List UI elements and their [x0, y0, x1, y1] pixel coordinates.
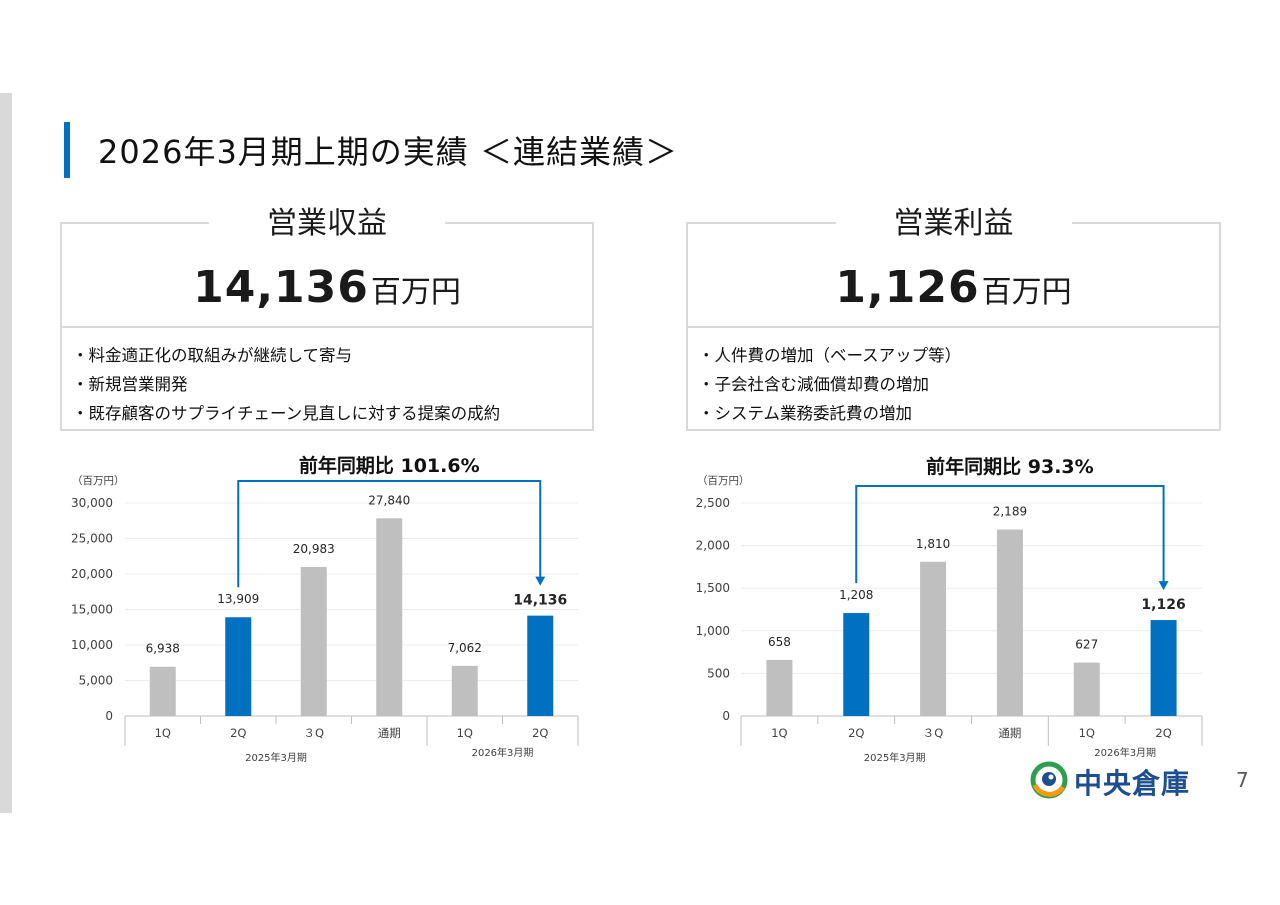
bar — [527, 615, 554, 716]
group-label: 2026年3月期 — [1094, 746, 1156, 759]
bar-value-label: 14,136 — [513, 593, 567, 609]
y-tick-label: 2,500 — [696, 496, 730, 510]
revenue-kpi-heading: 営業収益 — [62, 206, 592, 242]
bar — [149, 666, 176, 716]
category-label: 1Q — [771, 726, 787, 740]
yoy-comparison-label: 前年同期比 101.6% — [299, 454, 480, 477]
y-tick-label: 1,500 — [696, 581, 730, 595]
revenue-kpi-box: 営業収益 14,136百万円 — [60, 206, 594, 328]
category-label: 通期 — [998, 726, 1021, 740]
bar — [1150, 620, 1177, 716]
y-tick-label: 25,000 — [71, 532, 113, 546]
arrow-head-icon — [535, 576, 546, 586]
bar — [225, 617, 252, 716]
category-label: 通期 — [378, 726, 401, 740]
y-tick-label: 15,000 — [71, 603, 113, 617]
logo-text: 中央倉庫 — [1074, 767, 1191, 800]
bar-value-label: 7,062 — [448, 641, 482, 655]
group-label: 2026年3月期 — [472, 746, 534, 759]
yoy-comparison-label: 前年同期比 93.3% — [926, 455, 1094, 478]
y-tick-label: 5,000 — [79, 674, 113, 688]
bar-value-label: 6,938 — [146, 642, 180, 656]
left-edge-strip — [0, 93, 12, 813]
bar — [766, 659, 793, 716]
operating-profit-kpi-number: 1,126 — [835, 262, 980, 313]
operating-profit-note: ・子会社含む減価償却費の増加 — [698, 375, 929, 394]
revenue-note: ・新規営業開発 — [72, 375, 188, 394]
y-tick-label: 1,000 — [696, 624, 730, 638]
comparison-bracket — [237, 480, 542, 588]
title-accent-bar — [64, 122, 70, 178]
operating-profit-notes-box: ・人件費の増加（ベースアップ等） ・子会社含む減価償却費の増加 ・システム業務委… — [686, 326, 1221, 431]
bar — [996, 529, 1023, 716]
comparison-bracket — [855, 485, 1165, 584]
bar-value-label: 1,126 — [1141, 597, 1185, 613]
bar-value-label: 1,810 — [916, 537, 950, 551]
bar — [451, 665, 478, 716]
category-label: ３Q — [303, 726, 324, 740]
revenue-note: ・料金適正化の取組みが継続して寄与 — [72, 346, 353, 365]
bar-value-label: 13,909 — [217, 592, 259, 606]
operating-profit-kpi-unit: 百万円 — [981, 275, 1072, 310]
logo-mark-icon — [1030, 761, 1068, 799]
operating-profit-note: ・人件費の増加（ベースアップ等） — [698, 346, 962, 365]
revenue-kpi-unit: 百万円 — [370, 275, 461, 310]
y-tick-label: 30,000 — [71, 496, 113, 510]
arrow-head-icon — [1158, 581, 1169, 591]
operating-profit-note: ・システム業務委託費の増加 — [698, 404, 913, 423]
group-label: 2025年3月期 — [864, 751, 926, 764]
y-tick-label: 0 — [722, 709, 730, 723]
revenue-kpi-value: 14,136百万円 — [62, 262, 592, 313]
group-label: 2025年3月期 — [245, 751, 307, 764]
bar — [300, 567, 327, 716]
category-label: 2Q — [1155, 726, 1171, 740]
category-label: ３Q — [923, 726, 944, 740]
y-tick-label: 10,000 — [71, 638, 113, 652]
bar-value-label: 20,983 — [293, 542, 335, 556]
revenue-kpi-number: 14,136 — [193, 262, 369, 313]
page-number: 7 — [1236, 768, 1249, 792]
bar — [843, 613, 870, 716]
operating-profit-kpi-heading: 営業利益 — [688, 206, 1219, 242]
chart-unit-label: （百万円） — [697, 475, 750, 487]
page-title: 2026年3月期上期の実績 ＜連結業績＞ — [98, 133, 678, 171]
bar-value-label: 1,208 — [839, 588, 873, 602]
bar — [1073, 662, 1100, 716]
category-label: 2Q — [848, 726, 864, 740]
y-tick-label: 20,000 — [71, 567, 113, 581]
bar-value-label: 27,840 — [368, 493, 410, 507]
chart-unit-label: （百万円） — [72, 475, 125, 487]
category-label: 1Q — [457, 726, 473, 740]
y-tick-label: 2,000 — [696, 539, 730, 553]
category-label: 1Q — [1079, 726, 1095, 740]
bar — [920, 561, 947, 716]
bar-value-label: 2,189 — [993, 504, 1027, 518]
y-tick-label: 0 — [105, 709, 113, 723]
operating-profit-kpi-box: 営業利益 1,126百万円 — [686, 206, 1221, 328]
category-label: 2Q — [532, 726, 548, 740]
revenue-notes-box: ・料金適正化の取組みが継続して寄与 ・新規営業開発 ・既存顧客のサプライチェーン… — [60, 326, 594, 431]
operating-profit-kpi-value: 1,126百万円 — [688, 262, 1219, 313]
revenue-note: ・既存顧客のサプライチェーン見直しに対する提案の成約 — [72, 404, 501, 423]
company-logo: 中央倉庫 — [1030, 760, 1190, 800]
bar-value-label: 627 — [1075, 638, 1098, 652]
bar-value-label: 658 — [768, 635, 791, 649]
category-label: 1Q — [155, 726, 171, 740]
y-tick-label: 500 — [707, 666, 730, 680]
category-label: 2Q — [230, 726, 246, 740]
bar — [376, 518, 403, 716]
